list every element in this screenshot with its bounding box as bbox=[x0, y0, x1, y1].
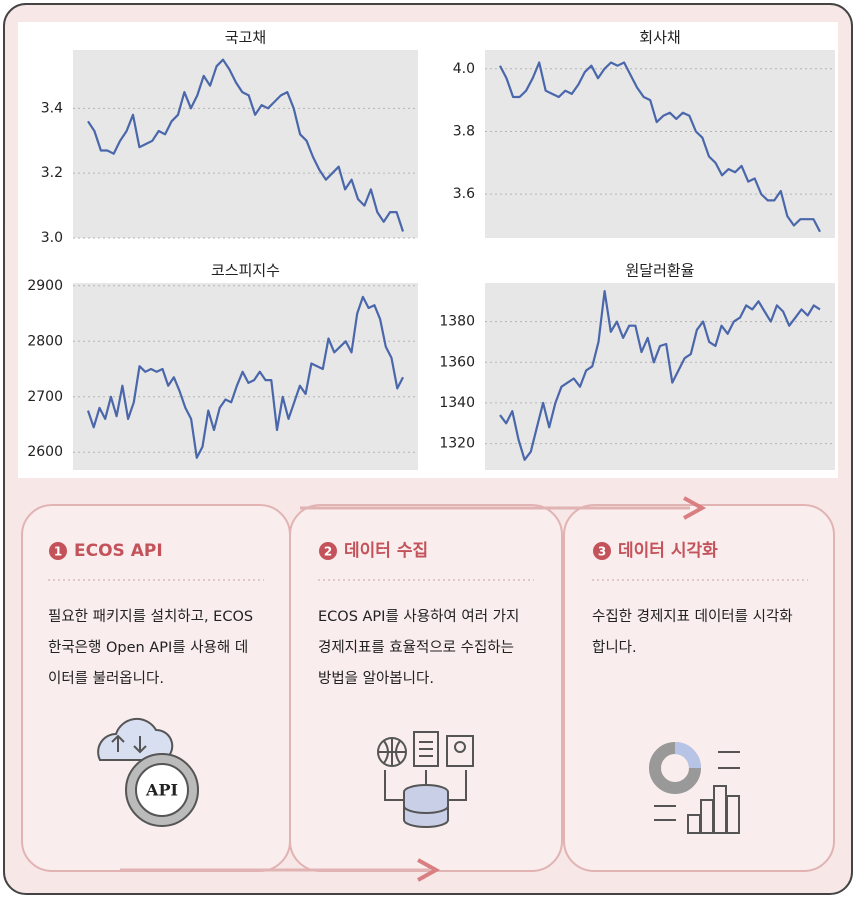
icon-label: API bbox=[145, 781, 178, 800]
step-number: 3 bbox=[598, 545, 606, 559]
y-tick-label: 1320 bbox=[439, 436, 475, 452]
chart-title: 회사채 bbox=[639, 29, 680, 47]
plot-area bbox=[73, 50, 418, 238]
y-tick-label: 2800 bbox=[27, 333, 63, 349]
step-title: 데이터 시각화 bbox=[618, 541, 718, 561]
y-tick-label: 3.6 bbox=[453, 186, 475, 202]
api-icon: API bbox=[97, 717, 199, 827]
data-icon bbox=[377, 731, 474, 828]
chart-title: 코스피지수 bbox=[211, 262, 280, 280]
viz-icon bbox=[649, 742, 740, 834]
step-number: 2 bbox=[324, 545, 332, 559]
step-title: 데이터 수집 bbox=[344, 541, 428, 561]
step-description: 필요한 패키지를 설치하고, ECOS bbox=[48, 608, 253, 625]
y-tick-label: 3.4 bbox=[41, 100, 63, 116]
plot-area bbox=[485, 283, 835, 470]
y-tick-label: 2700 bbox=[27, 389, 63, 405]
step-badge bbox=[49, 542, 67, 560]
step-description: 합니다. bbox=[592, 639, 637, 656]
step-description: 이터를 불러옵니다. bbox=[48, 670, 164, 687]
y-tick-label: 1340 bbox=[439, 395, 475, 411]
step-badge bbox=[319, 542, 337, 560]
step-description: 방법을 알아봅니다. bbox=[318, 670, 434, 687]
plot-area bbox=[485, 50, 835, 238]
data-line bbox=[499, 61, 821, 233]
data-line bbox=[87, 58, 405, 232]
chart-title: 국고채 bbox=[225, 29, 266, 47]
y-tick-label: 2900 bbox=[27, 278, 63, 294]
step-number: 1 bbox=[54, 545, 62, 559]
step-description: 수집한 경제지표 데이터를 시각화 bbox=[592, 608, 793, 625]
y-tick-label: 4.0 bbox=[453, 61, 475, 77]
y-tick-label: 3.8 bbox=[453, 123, 475, 139]
step-description: 한국은행 Open API를 사용해 데 bbox=[48, 639, 248, 656]
y-tick-label: 1360 bbox=[439, 354, 475, 370]
y-tick-label: 3.0 bbox=[41, 230, 63, 246]
chart-title: 원달러환율 bbox=[625, 262, 694, 280]
data-line bbox=[86, 295, 404, 459]
arrow bbox=[417, 858, 441, 882]
y-tick-label: 1380 bbox=[439, 314, 475, 330]
step-description: 경제지표를 효율적으로 수집하는 bbox=[318, 639, 514, 656]
step-badge bbox=[593, 542, 611, 560]
step-description: ECOS API를 사용하여 여러 가지 bbox=[318, 608, 519, 625]
y-tick-label: 2600 bbox=[27, 444, 63, 460]
step-title: ECOS API bbox=[74, 541, 163, 561]
data-line bbox=[499, 290, 821, 461]
arrow bbox=[683, 496, 707, 520]
y-tick-label: 3.2 bbox=[41, 165, 63, 181]
